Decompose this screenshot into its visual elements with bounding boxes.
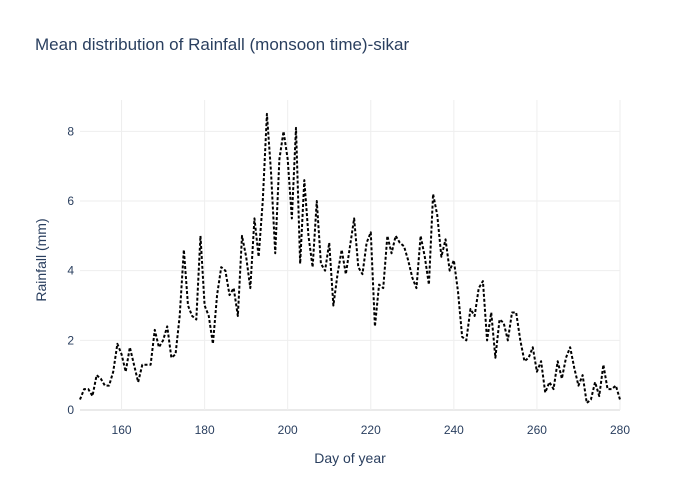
y-tick-label: 0 [67,403,74,417]
y-tick-label: 6 [67,194,74,208]
y-axis-title: Rainfall (mm) [33,218,49,301]
chart-title: Mean distribution of Rainfall (monsoon t… [35,35,409,54]
y-tick-label: 2 [67,333,74,347]
x-tick-label: 220 [361,423,381,437]
y-tick-label: 4 [67,264,74,278]
x-tick-label: 160 [112,423,132,437]
x-tick-label: 280 [610,423,630,437]
x-tick-label: 240 [444,423,464,437]
x-tick-label: 260 [527,423,547,437]
x-axis-title: Day of year [314,450,386,466]
series-layer [79,112,621,405]
x-tick-label: 180 [195,423,215,437]
axis-ticks: 0 2 4 6 8 160 180 200 220 240 260 280 [67,124,630,437]
gridlines [80,100,621,411]
x-tick-label: 200 [278,423,298,437]
y-tick-label: 8 [67,124,74,138]
rainfall-series-line [79,112,621,405]
